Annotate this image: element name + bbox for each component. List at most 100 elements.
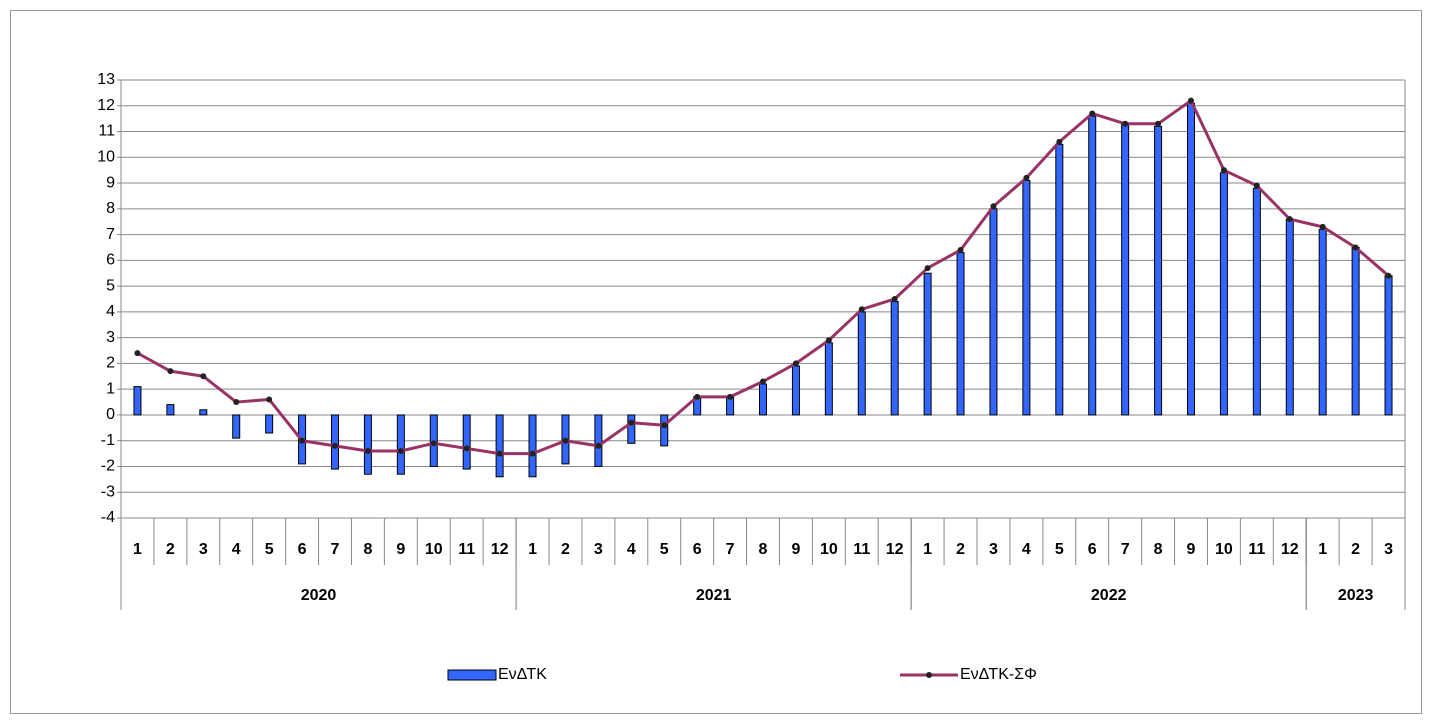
x-tick-label: 7	[1121, 541, 1130, 558]
y-tick-label: 5	[106, 277, 115, 294]
chart-frame	[10, 10, 1422, 714]
x-tick-label: 1	[528, 541, 537, 558]
y-tick-label: 1	[106, 380, 115, 397]
marker	[1122, 120, 1129, 127]
x-tick-label: 7	[331, 541, 340, 558]
x-tick-label: 10	[1215, 541, 1233, 558]
y-tick-label: -2	[101, 458, 115, 475]
y-tick-label: 10	[97, 149, 115, 166]
legend-label: ΕνΔΤΚ-ΣΦ	[960, 666, 1037, 683]
marker	[200, 373, 207, 380]
x-tick-label: 1	[923, 541, 932, 558]
marker	[463, 445, 470, 452]
x-tick-label: 6	[1088, 541, 1097, 558]
y-tick-label: 8	[106, 200, 115, 217]
bar	[923, 272, 932, 416]
marker	[1319, 223, 1326, 230]
x-group-label: 2022	[1091, 587, 1127, 604]
x-tick-label: 8	[759, 541, 768, 558]
marker	[1089, 110, 1096, 117]
marker	[628, 419, 635, 426]
y-tick-label: 2	[106, 355, 115, 372]
y-tick-label: 9	[106, 174, 115, 191]
x-tick-label: 2	[166, 541, 175, 558]
x-group-label: 2020	[301, 587, 337, 604]
bar	[1318, 228, 1327, 416]
x-group-label: 2023	[1338, 587, 1374, 604]
bar	[594, 414, 603, 467]
x-tick-label: 9	[1187, 541, 1196, 558]
marker	[661, 422, 668, 429]
bar	[1154, 125, 1163, 416]
x-tick-label: 3	[199, 541, 208, 558]
marker	[364, 448, 371, 455]
bar	[232, 414, 241, 439]
x-tick-label: 10	[820, 541, 838, 558]
bar	[1285, 218, 1294, 416]
x-tick-label: 12	[886, 541, 904, 558]
marker	[1286, 216, 1293, 223]
x-tick-label: 3	[594, 541, 603, 558]
y-tick-label: -3	[101, 483, 115, 500]
bar	[660, 414, 669, 447]
y-tick-label: -1	[101, 432, 115, 449]
bar	[1055, 143, 1064, 416]
bar	[462, 414, 471, 470]
y-tick-label: 13	[97, 71, 115, 88]
x-tick-label: 6	[298, 541, 307, 558]
x-tick-label: 5	[265, 541, 274, 558]
y-tick-label: 4	[106, 303, 115, 320]
marker	[1220, 167, 1227, 174]
bar	[857, 311, 866, 416]
marker	[760, 378, 766, 385]
x-tick-label: 9	[396, 541, 405, 558]
marker	[562, 437, 569, 444]
bar	[1088, 115, 1097, 416]
marker	[957, 247, 964, 254]
bar	[1121, 123, 1130, 416]
bar	[363, 414, 372, 475]
marker	[496, 450, 503, 457]
y-tick-label: 7	[106, 226, 115, 243]
x-tick-label: 12	[491, 541, 509, 558]
marker	[430, 440, 437, 447]
legend-marker	[926, 672, 932, 678]
bar	[1219, 172, 1228, 416]
marker	[792, 360, 799, 367]
x-tick-label: 5	[660, 541, 669, 558]
bar	[199, 409, 208, 416]
x-group-label: 2021	[696, 587, 732, 604]
legend-swatch	[447, 669, 497, 681]
bar	[824, 342, 833, 416]
x-tick-label: 5	[1055, 541, 1064, 558]
bar	[495, 414, 504, 478]
bar	[1351, 246, 1360, 416]
bar	[791, 365, 800, 416]
bar	[396, 414, 405, 475]
marker	[1155, 120, 1162, 127]
x-tick-label: 4	[627, 541, 636, 558]
marker	[529, 450, 536, 457]
bar	[133, 386, 142, 416]
marker	[299, 437, 306, 444]
x-tick-label: 8	[1154, 541, 1163, 558]
y-tick-label: -4	[101, 509, 115, 526]
marker	[990, 203, 997, 210]
bar	[890, 301, 899, 416]
x-tick-label: 3	[1384, 541, 1393, 558]
x-tick-label: 4	[1022, 541, 1031, 558]
x-tick-label: 2	[1351, 541, 1360, 558]
marker	[1352, 244, 1359, 251]
x-tick-label: 10	[425, 541, 443, 558]
marker	[1385, 272, 1392, 279]
marker	[1188, 97, 1194, 104]
bar	[627, 414, 636, 444]
x-tick-label: 2	[561, 541, 570, 558]
bar	[956, 252, 965, 416]
marker	[891, 296, 898, 302]
bar	[265, 414, 274, 434]
x-tick-label: 12	[1281, 541, 1299, 558]
y-tick-label: 12	[97, 97, 115, 114]
x-tick-label: 1	[133, 541, 142, 558]
